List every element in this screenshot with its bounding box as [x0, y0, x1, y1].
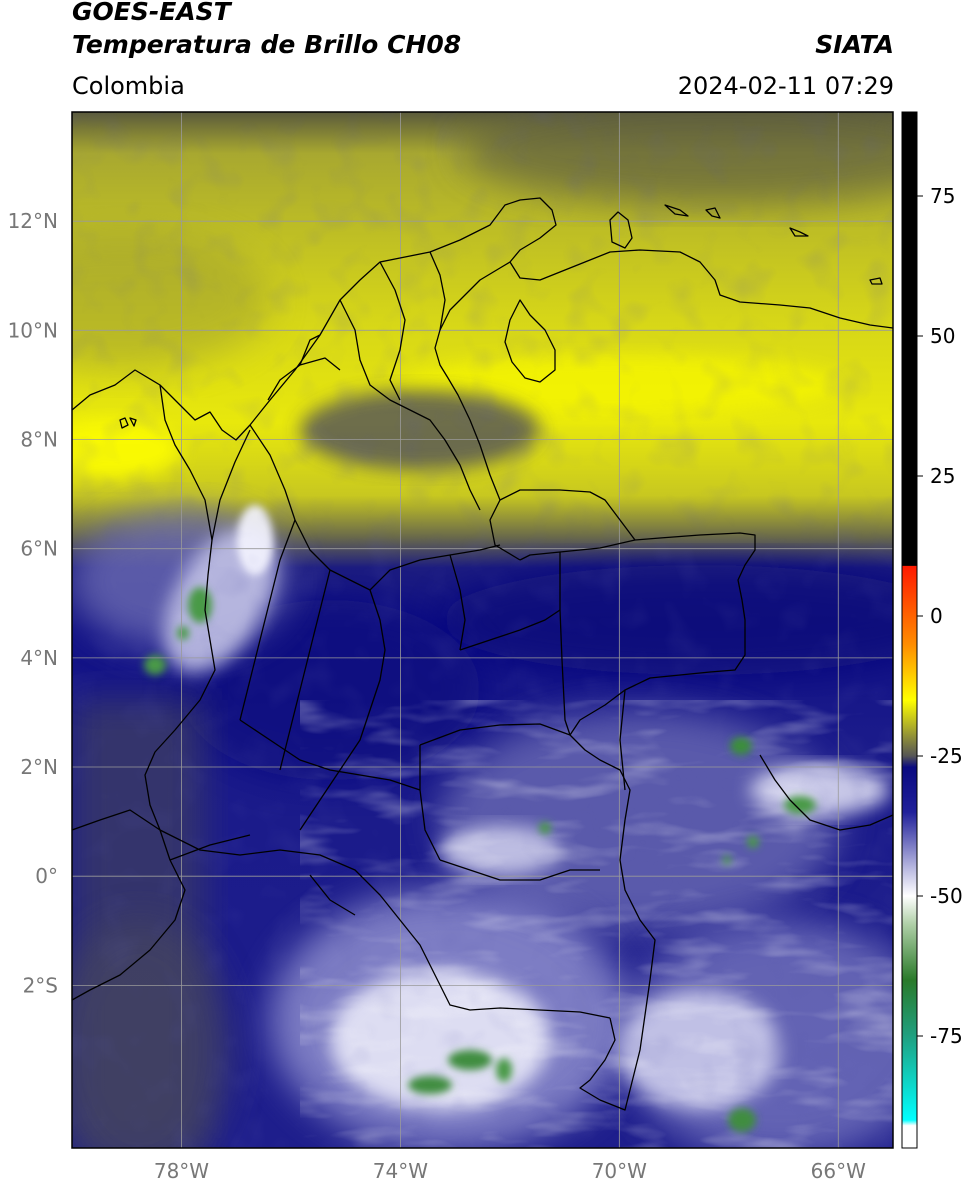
colorbar-frame	[901, 111, 918, 1149]
ecuador-border	[72, 809, 611, 1019]
colorbar-ticks: 75 50 25 0 -25 -50 -75	[917, 184, 963, 1048]
colorbar-tick-label: 25	[930, 464, 955, 488]
colorbar-tick-label: 75	[930, 184, 955, 208]
colorbar-tick-label: -50	[930, 884, 963, 908]
lat-tick-label: 8°N	[20, 428, 58, 452]
brightness-temperature-field	[72, 112, 893, 1148]
colorbar-tick-label: -25	[930, 744, 963, 768]
lon-tick-label: 78°W	[154, 1159, 209, 1183]
product-title: Temperatura de Brillo CH08	[72, 30, 462, 59]
region-label: Colombia	[72, 72, 185, 100]
lat-tick-label: 6°N	[20, 537, 58, 561]
lat-tick-label: 2°N	[20, 755, 58, 779]
latitude-tick-labels: 12°N 10°N 8°N 6°N 4°N 2°N 0° 2°S	[8, 209, 58, 997]
lon-tick-label: 66°W	[811, 1159, 866, 1183]
lat-tick-label: 2°S	[23, 973, 58, 997]
borders-and-coastlines	[72, 197, 893, 1111]
lat-tick-label: 12°N	[8, 209, 58, 233]
peru-brazil-border	[519, 532, 756, 1111]
colorbar	[902, 112, 917, 1148]
colorbar-tick-label: 50	[930, 324, 955, 348]
venezuela-north-border	[434, 261, 511, 501]
longitude-tick-labels: 78°W 74°W 70°W 66°W	[154, 1159, 866, 1183]
lat-tick-label: 10°N	[8, 318, 58, 342]
agency-title: SIATA	[815, 30, 894, 59]
satellite-title: GOES-EAST	[72, 0, 231, 26]
venezuela-border	[489, 489, 636, 561]
lake-maracaibo	[504, 299, 556, 383]
pacific-coastline	[72, 429, 251, 1001]
graticule	[72, 112, 893, 1148]
lat-tick-label: 4°N	[20, 646, 58, 670]
timestamp-label: 2024-02-11 07:29	[677, 72, 894, 100]
colorbar-tick-label: -75	[930, 1024, 963, 1048]
caribbean-coastline	[72, 197, 893, 441]
lon-tick-label: 70°W	[592, 1159, 647, 1183]
lat-tick-label: 0°	[35, 864, 58, 888]
map-frame	[71, 111, 894, 1149]
island-curacao	[609, 211, 633, 249]
lon-tick-label: 74°W	[373, 1159, 428, 1183]
colorbar-tick-label: 0	[930, 604, 943, 628]
